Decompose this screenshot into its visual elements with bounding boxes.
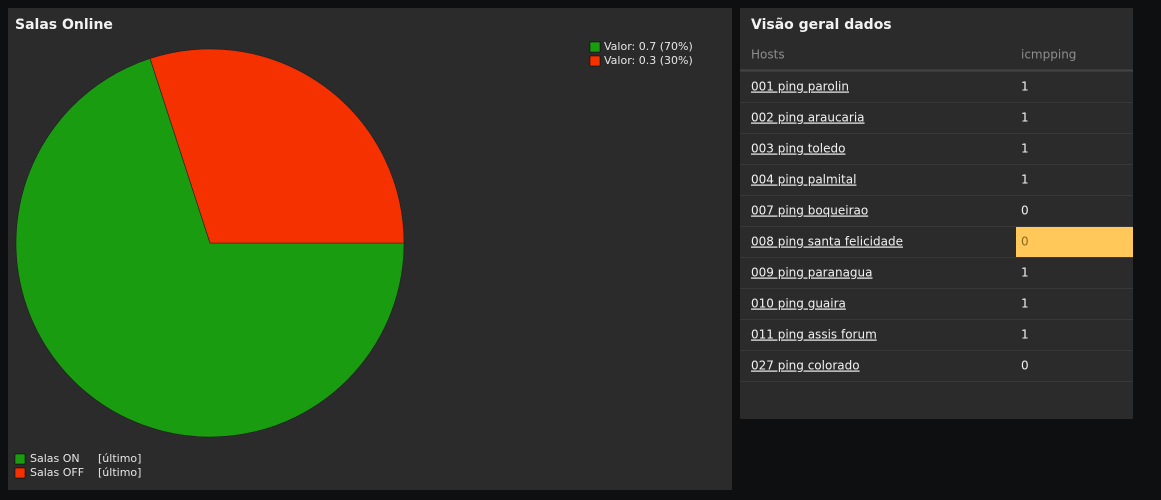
value-label: Valor: 0.3 (30%) bbox=[604, 54, 693, 67]
legend-note: [último] bbox=[98, 466, 141, 479]
cell-value: 0 bbox=[1021, 235, 1029, 249]
column-header: Hosts bbox=[751, 48, 785, 62]
pie-title: Salas Online bbox=[15, 17, 113, 33]
host-link[interactable]: 003 ping toledo bbox=[751, 142, 845, 156]
value-label: Valor: 0.7 (70%) bbox=[604, 40, 693, 53]
cell-value: 0 bbox=[1021, 204, 1029, 218]
cell-value: 1 bbox=[1021, 142, 1029, 156]
cell-value: 1 bbox=[1021, 266, 1029, 280]
cell-value: 1 bbox=[1021, 173, 1029, 187]
legend-swatch bbox=[14, 467, 26, 479]
table-title: Visão geral dados bbox=[751, 17, 892, 33]
pie-slice bbox=[15, 58, 405, 438]
legend-entry: Salas OFF bbox=[30, 466, 84, 479]
column-header: icmpping bbox=[1021, 48, 1076, 62]
pie: Valor: 0.7 (70%) Salas ON [último] Valor: 0… bbox=[14, 40, 693, 479]
host-link[interactable]: 011 ping assis forum bbox=[751, 328, 877, 342]
host-link[interactable]: 002 ping araucaria bbox=[751, 111, 865, 125]
host-link[interactable]: 004 ping palmital bbox=[751, 173, 856, 187]
host-link[interactable]: 027 ping colorado bbox=[751, 359, 860, 373]
cell-value: 0 bbox=[1021, 359, 1029, 373]
cell-value: 1 bbox=[1021, 297, 1029, 311]
cell-highlight bbox=[1016, 227, 1133, 257]
legend-entry: Salas ON bbox=[30, 452, 80, 465]
host-link[interactable]: 008 ping santa felicidade bbox=[751, 235, 903, 249]
cell-value: 1 bbox=[1021, 111, 1029, 125]
legend-swatch bbox=[14, 453, 26, 465]
host-link[interactable]: 001 ping parolin bbox=[751, 80, 849, 94]
legend-swatch bbox=[589, 41, 601, 53]
host-link[interactable]: 007 ping boqueirao bbox=[751, 204, 868, 218]
pie-slice bbox=[149, 48, 405, 244]
host-link[interactable]: 010 ping guaira bbox=[751, 297, 846, 311]
legend-swatch bbox=[589, 55, 601, 67]
cell-value: 1 bbox=[1021, 80, 1029, 94]
host-link[interactable]: 009 ping paranagua bbox=[751, 266, 873, 280]
legend-note: [último] bbox=[98, 452, 141, 465]
table: Hosts icmpping 001 ping parolin 1 002 ping a… bbox=[740, 48, 1133, 382]
cell-value: 1 bbox=[1021, 328, 1029, 342]
